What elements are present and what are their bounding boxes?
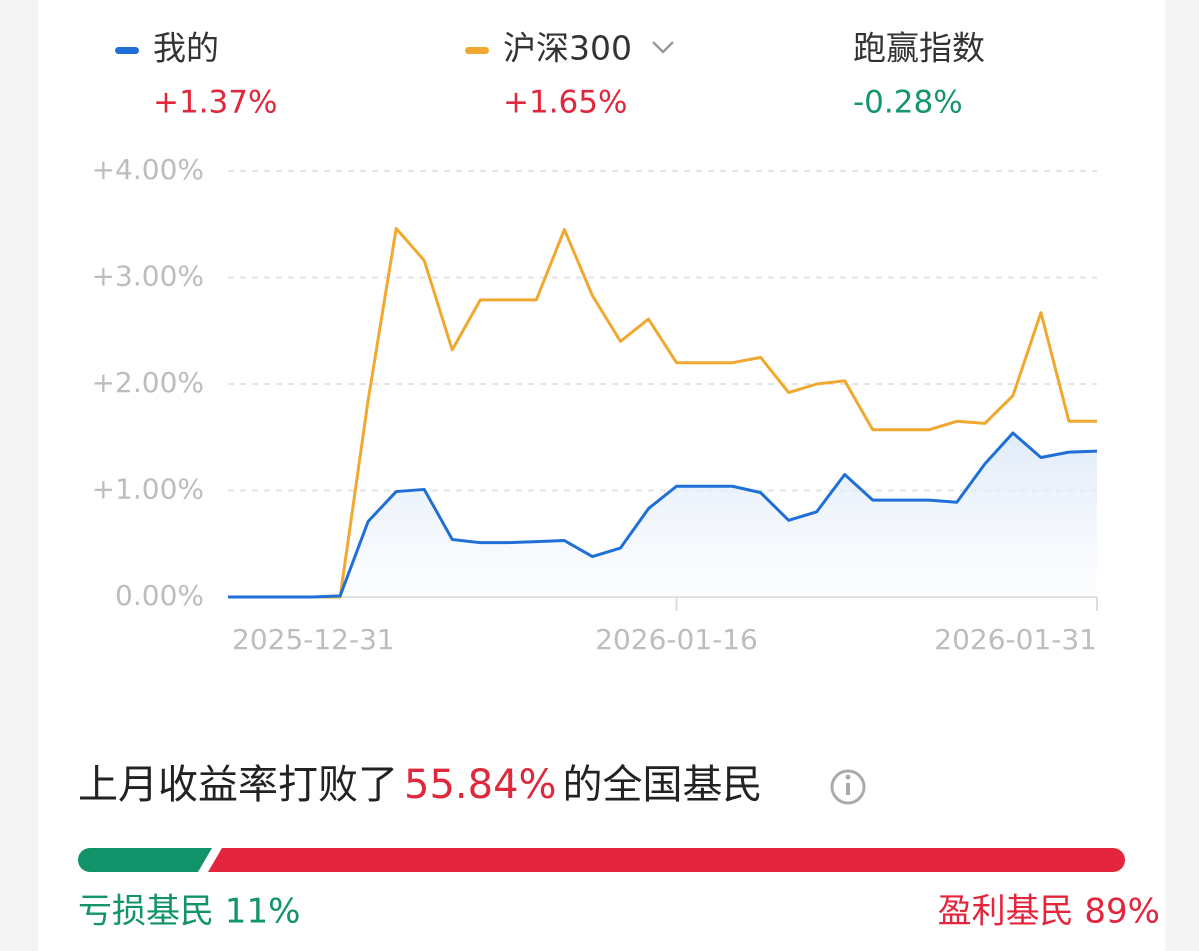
dropdown-chevron[interactable] bbox=[652, 41, 674, 54]
legend-name: 跑赢指数 bbox=[853, 29, 985, 68]
info-icon-dot bbox=[845, 774, 851, 780]
profit-bar bbox=[208, 848, 1125, 872]
ranking-text: 上月收益率打败了 55.84% 的全国基民 bbox=[78, 762, 763, 808]
line bbox=[228, 227, 1097, 599]
area bbox=[228, 432, 1097, 597]
profit-label: 盈利基民 89% bbox=[938, 892, 1160, 932]
loss-bar bbox=[78, 848, 212, 872]
y-tick-label: +2.00% bbox=[92, 366, 204, 399]
legend-value: +1.65% bbox=[503, 85, 627, 121]
legend-value: -0.28% bbox=[853, 85, 963, 121]
legend-name: 我的 bbox=[153, 29, 219, 68]
legend-swatch bbox=[465, 47, 489, 54]
y-tick-label: +3.00% bbox=[92, 260, 204, 293]
ranking-percent: 55.84% bbox=[404, 762, 557, 808]
y-tick-label: 0.00% bbox=[115, 579, 204, 612]
legend-name: 沪深300 bbox=[503, 29, 632, 68]
info-icon-bar bbox=[846, 783, 850, 795]
legend-swatch bbox=[115, 47, 139, 54]
x-tick-label: 2026-01-16 bbox=[595, 623, 758, 656]
ranking-prefix: 上月收益率打败了 bbox=[78, 762, 398, 808]
x-tick-label: 2026-01-31 bbox=[934, 623, 1097, 656]
line bbox=[228, 431, 1098, 599]
ranking-suffix: 的全国基民 bbox=[563, 762, 763, 808]
x-tick-label: 2025-12-31 bbox=[232, 623, 395, 656]
y-tick-label: +1.00% bbox=[92, 473, 204, 506]
loss-label: 亏损基民 11% bbox=[78, 892, 300, 932]
y-tick-label: +4.00% bbox=[92, 153, 204, 186]
info-icon[interactable] bbox=[830, 769, 866, 805]
legend-value: +1.37% bbox=[153, 85, 277, 121]
